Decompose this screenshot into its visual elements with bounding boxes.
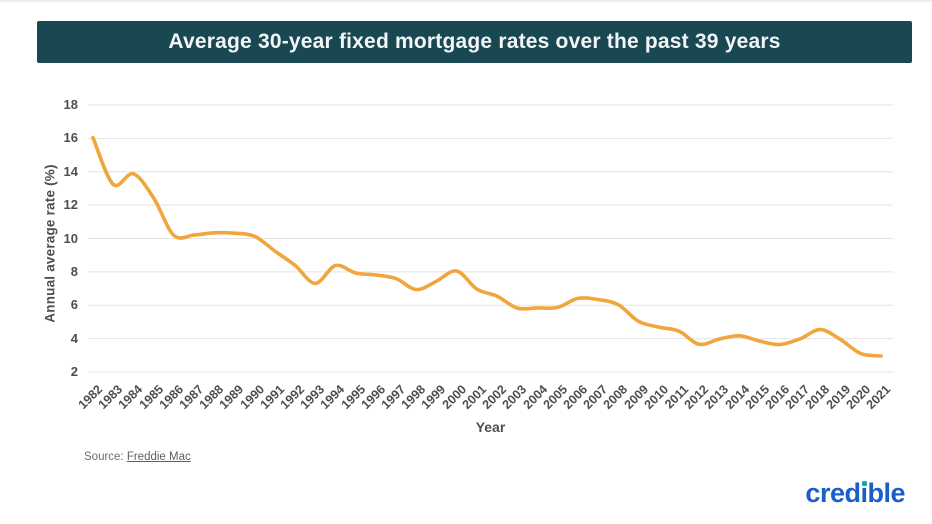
- source-link[interactable]: Freddie Mac: [126, 451, 191, 463]
- logo-i-dot: [861, 481, 867, 486]
- y-tick-label: 10: [63, 230, 78, 246]
- x-axis-title: Year: [475, 419, 506, 435]
- y-tick-label: 8: [70, 263, 78, 279]
- credible-logo[interactable]: credı ble: [805, 479, 905, 507]
- source-note: Source: Freddie Mac: [84, 451, 191, 463]
- source-label: Source:: [84, 451, 127, 463]
- page-top-divider: [0, 0, 932, 2]
- y-tick-label: 6: [70, 297, 78, 313]
- y-tick-label: 14: [63, 163, 78, 179]
- rate-line-series: [91, 135, 883, 358]
- y-tick-label: 16: [63, 130, 78, 146]
- logo-text-left: cred: [805, 478, 861, 508]
- logo-text-right: ble: [867, 478, 905, 508]
- chart-title-banner: Average 30-year fixed mortgage rates ove…: [37, 21, 912, 63]
- logo-letter-i: ı: [860, 478, 868, 508]
- y-tick-label: 4: [70, 330, 78, 346]
- y-tick-label: 12: [63, 197, 78, 213]
- y-tick-label: 18: [63, 97, 78, 112]
- chart-title: Average 30-year fixed mortgage rates ove…: [168, 30, 781, 53]
- y-tick-label: 2: [70, 364, 78, 379]
